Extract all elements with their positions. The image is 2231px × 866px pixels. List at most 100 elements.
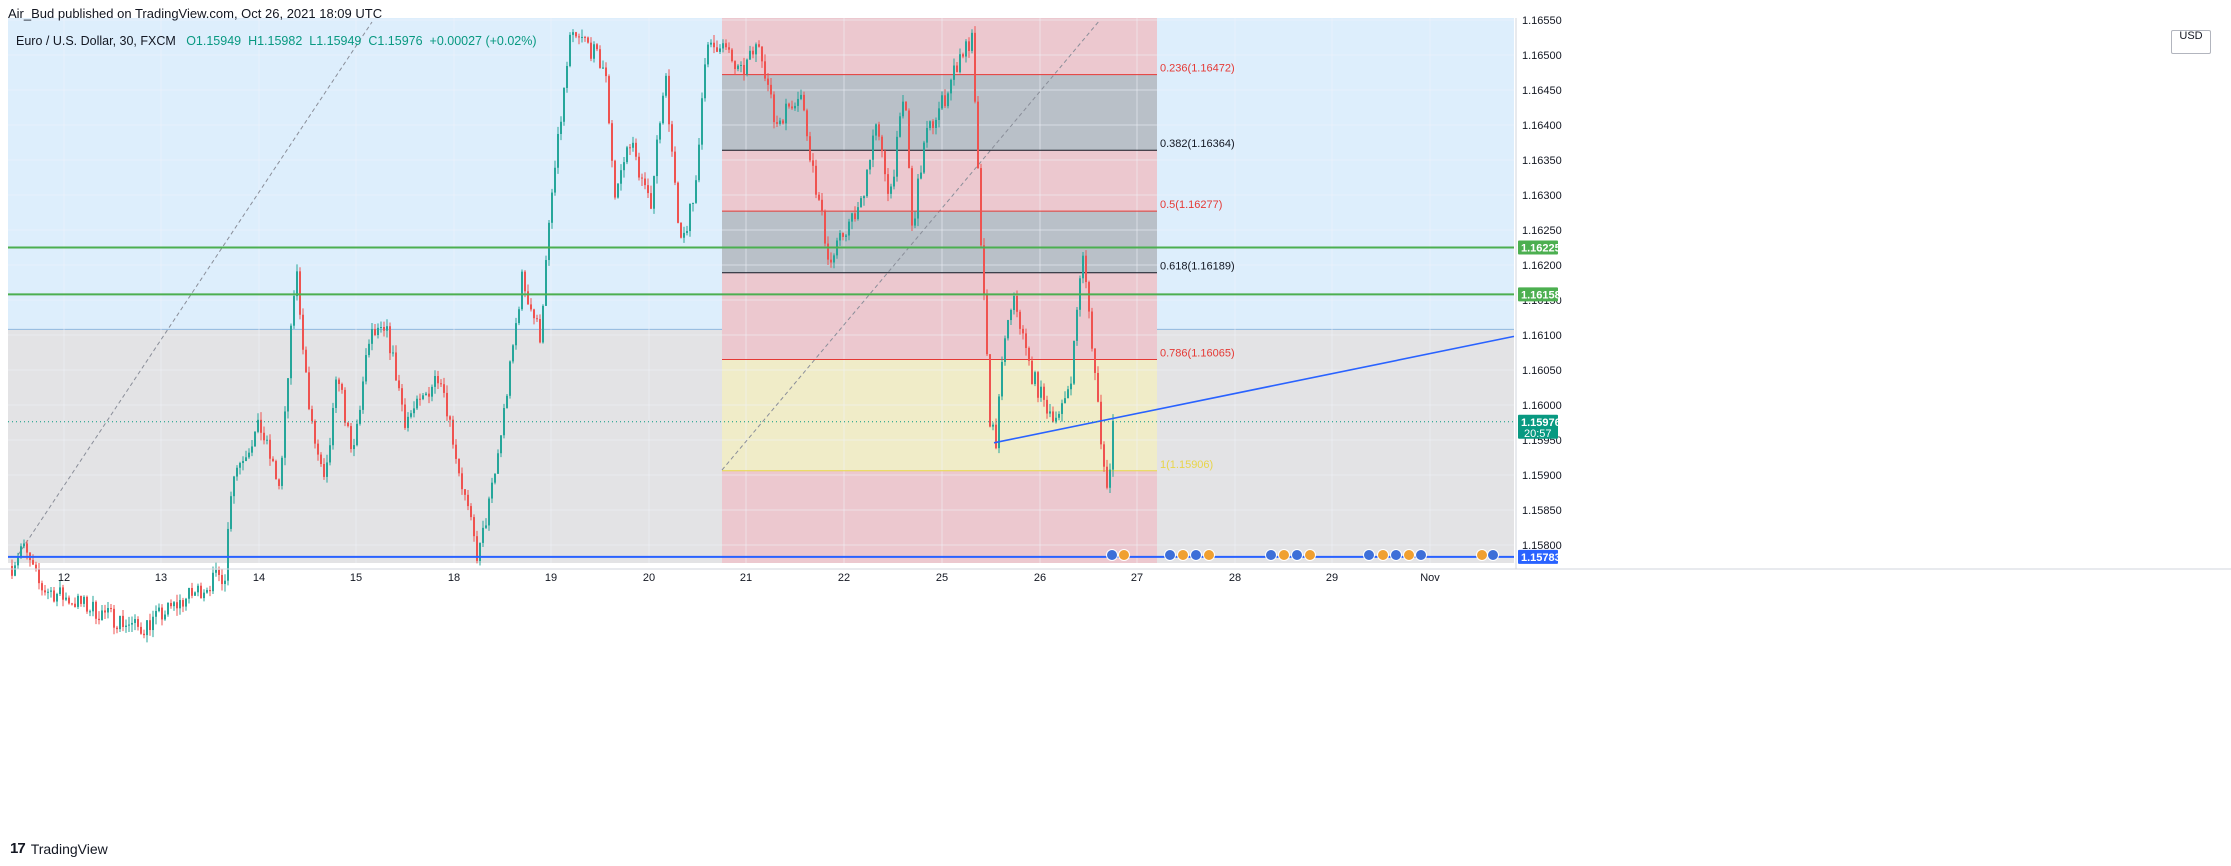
candle-body	[668, 75, 670, 125]
candle-body	[635, 142, 637, 157]
price-tag-label: 1.15783	[1521, 552, 1561, 564]
symbol-name[interactable]: Euro / U.S. Dollar, 30, FXCM	[16, 34, 176, 48]
candle-body	[293, 296, 295, 326]
candle-body	[674, 151, 676, 183]
candle-body	[929, 121, 931, 128]
candle-body	[644, 178, 646, 186]
candle-body	[56, 593, 58, 602]
candle-body	[344, 389, 346, 423]
candle-body	[557, 133, 559, 168]
candle-body	[68, 597, 70, 604]
candle-body	[935, 119, 937, 128]
candle-body	[173, 602, 175, 607]
candle-body	[158, 607, 160, 611]
candle-body	[410, 413, 412, 417]
candle-body	[749, 50, 751, 60]
candle-body	[314, 421, 316, 444]
candle-body	[254, 431, 256, 447]
candle-body	[218, 569, 220, 575]
candle-body	[899, 116, 901, 137]
price-tag-label: 1.15976	[1521, 417, 1561, 429]
candle-body	[755, 44, 757, 55]
candle-body	[623, 162, 625, 171]
trendline	[993, 335, 1515, 444]
economic-events[interactable]	[1106, 549, 1499, 561]
y-tick-label: 1.16400	[1522, 120, 1562, 132]
candle-body	[719, 48, 721, 52]
candle-body	[551, 192, 553, 223]
fib-label-0.5: 0.5(1.16277)	[1160, 199, 1222, 211]
candle-body	[1001, 361, 1003, 397]
price-tag-label: 1.16225	[1521, 243, 1561, 255]
horizontal-lines[interactable]	[8, 246, 1515, 558]
y-tick-label: 1.16250	[1522, 225, 1562, 237]
ohlc-high: H1.15982	[248, 34, 303, 48]
candle-body	[272, 458, 274, 462]
candle-body	[197, 585, 199, 593]
candle-body	[782, 120, 784, 124]
candle-body	[326, 462, 328, 477]
candle-body	[539, 318, 541, 343]
candle-body	[164, 614, 166, 620]
candle-body	[1016, 296, 1018, 312]
candle-body	[806, 110, 808, 137]
candle-body	[707, 44, 709, 65]
x-tick-label: 15	[350, 572, 362, 584]
fib-retracement[interactable]: 0.236(1.16472) 0.382(1.16364) 0.5(1.16277)…	[722, 63, 1235, 472]
y-tick-label: 1.15800	[1522, 540, 1562, 552]
candle-body	[1043, 386, 1045, 400]
candle-body	[137, 619, 139, 627]
candle-body	[689, 203, 691, 232]
candle-body	[956, 65, 958, 73]
currency-label[interactable]: USD	[2171, 30, 2211, 54]
candle-body	[482, 527, 484, 543]
candle-body	[509, 361, 511, 396]
y-tick-label: 1.15900	[1522, 470, 1562, 482]
candle-body	[443, 384, 445, 393]
candle-body	[203, 592, 205, 599]
candle-body	[920, 172, 922, 179]
candle-body	[584, 36, 586, 38]
candle-body	[212, 572, 214, 592]
fib-label-0.786: 0.786(1.16065)	[1160, 348, 1235, 360]
candle-body	[353, 445, 355, 450]
candle-body	[851, 213, 853, 222]
candle-body	[887, 174, 889, 194]
candle-body	[1109, 469, 1111, 488]
x-tick-label: 22	[838, 572, 850, 584]
candle-body	[101, 610, 103, 621]
candle-body	[1010, 310, 1012, 321]
event-flag-icon	[1476, 549, 1488, 561]
fib-label-0.236: 0.236(1.16472)	[1160, 63, 1235, 75]
candle-body	[524, 271, 526, 292]
candle-body	[143, 633, 145, 636]
candle-body	[980, 168, 982, 246]
candle-body	[713, 42, 715, 48]
y-tick-label: 1.16550	[1522, 15, 1562, 27]
event-flag-icon	[1363, 549, 1375, 561]
candle-body	[767, 78, 769, 85]
candle-body	[83, 596, 85, 604]
candle-body	[932, 121, 934, 128]
candle-body	[812, 160, 814, 166]
candle-body	[740, 64, 742, 66]
candle-body	[752, 50, 754, 55]
candle-body	[260, 419, 262, 433]
candle-body	[683, 232, 685, 238]
candle-body	[221, 574, 223, 585]
candle-body	[110, 608, 112, 610]
candle-body	[611, 123, 613, 161]
candle-body	[653, 176, 655, 209]
candle-body	[797, 98, 799, 106]
candle-body	[401, 388, 403, 405]
candle-body	[287, 378, 289, 412]
candle-body	[1073, 340, 1075, 384]
candle-body	[131, 622, 133, 625]
candle-body	[545, 260, 547, 306]
candle-body	[149, 620, 151, 631]
candle-body	[722, 43, 724, 49]
candle-body	[338, 379, 340, 385]
candle-body	[965, 41, 967, 57]
candle-body	[1070, 383, 1072, 390]
